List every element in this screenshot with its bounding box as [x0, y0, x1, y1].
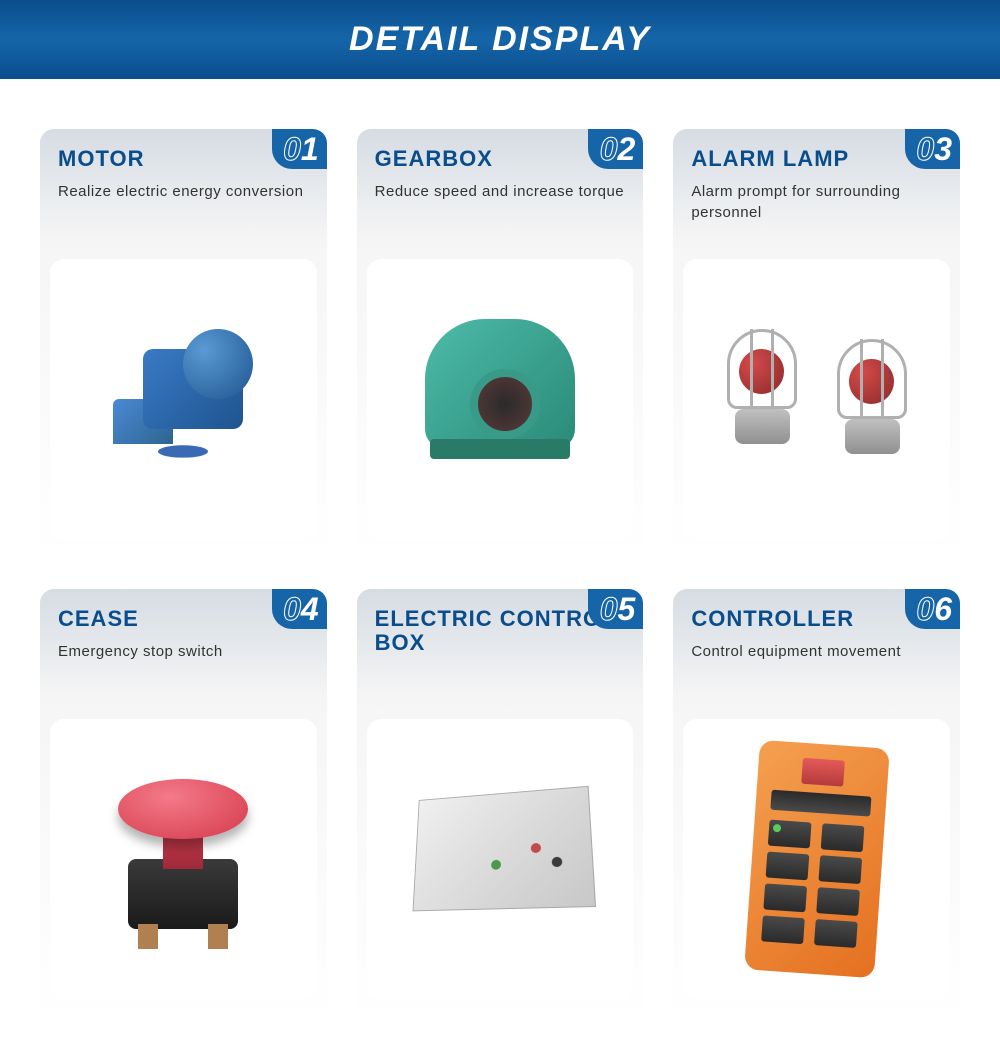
header-banner: DETAIL DISPLAY	[0, 0, 1000, 79]
card-description: Realize electric energy conversion	[58, 181, 309, 202]
card-controller: 06 CONTROLLER Control equipment movement	[673, 589, 960, 1019]
card-header: 03 ALARM LAMP Alarm prompt for surroundi…	[673, 129, 960, 259]
card-gearbox: 02 GEARBOX Reduce speed and increase tor…	[357, 129, 644, 559]
card-number-badge: 03	[890, 129, 960, 169]
product-image-controller	[683, 719, 950, 999]
card-header: 02 GEARBOX Reduce speed and increase tor…	[357, 129, 644, 259]
card-description: Reduce speed and increase torque	[375, 181, 626, 202]
card-number-badge: 05	[573, 589, 643, 629]
card-description: Control equipment movement	[691, 641, 942, 662]
card-header: 06 CONTROLLER Control equipment movement	[673, 589, 960, 719]
header-title: DETAIL DISPLAY	[349, 20, 651, 58]
card-alarm-lamp: 03 ALARM LAMP Alarm prompt for surroundi…	[673, 129, 960, 559]
card-grid: 01 MOTOR Realize electric energy convers…	[0, 129, 1000, 1059]
card-number-badge: 01	[257, 129, 327, 169]
card-header: 04 CEASE Emergency stop switch	[40, 589, 327, 719]
card-motor: 01 MOTOR Realize electric energy convers…	[40, 129, 327, 559]
product-image-control-box	[367, 719, 634, 999]
card-description: Alarm prompt for surrounding personnel	[691, 181, 942, 223]
product-image-gearbox	[367, 259, 634, 539]
card-number-badge: 06	[890, 589, 960, 629]
product-image-motor	[50, 259, 317, 539]
product-image-alarm-lamp	[683, 259, 950, 539]
card-number-badge: 02	[573, 129, 643, 169]
card-cease: 04 CEASE Emergency stop switch	[40, 589, 327, 1019]
card-header: 05 ELECTRIC CONTROL BOX	[357, 589, 644, 719]
product-image-cease	[50, 719, 317, 999]
card-control-box: 05 ELECTRIC CONTROL BOX	[357, 589, 644, 1019]
card-number-badge: 04	[257, 589, 327, 629]
card-header: 01 MOTOR Realize electric energy convers…	[40, 129, 327, 259]
card-description: Emergency stop switch	[58, 641, 309, 662]
